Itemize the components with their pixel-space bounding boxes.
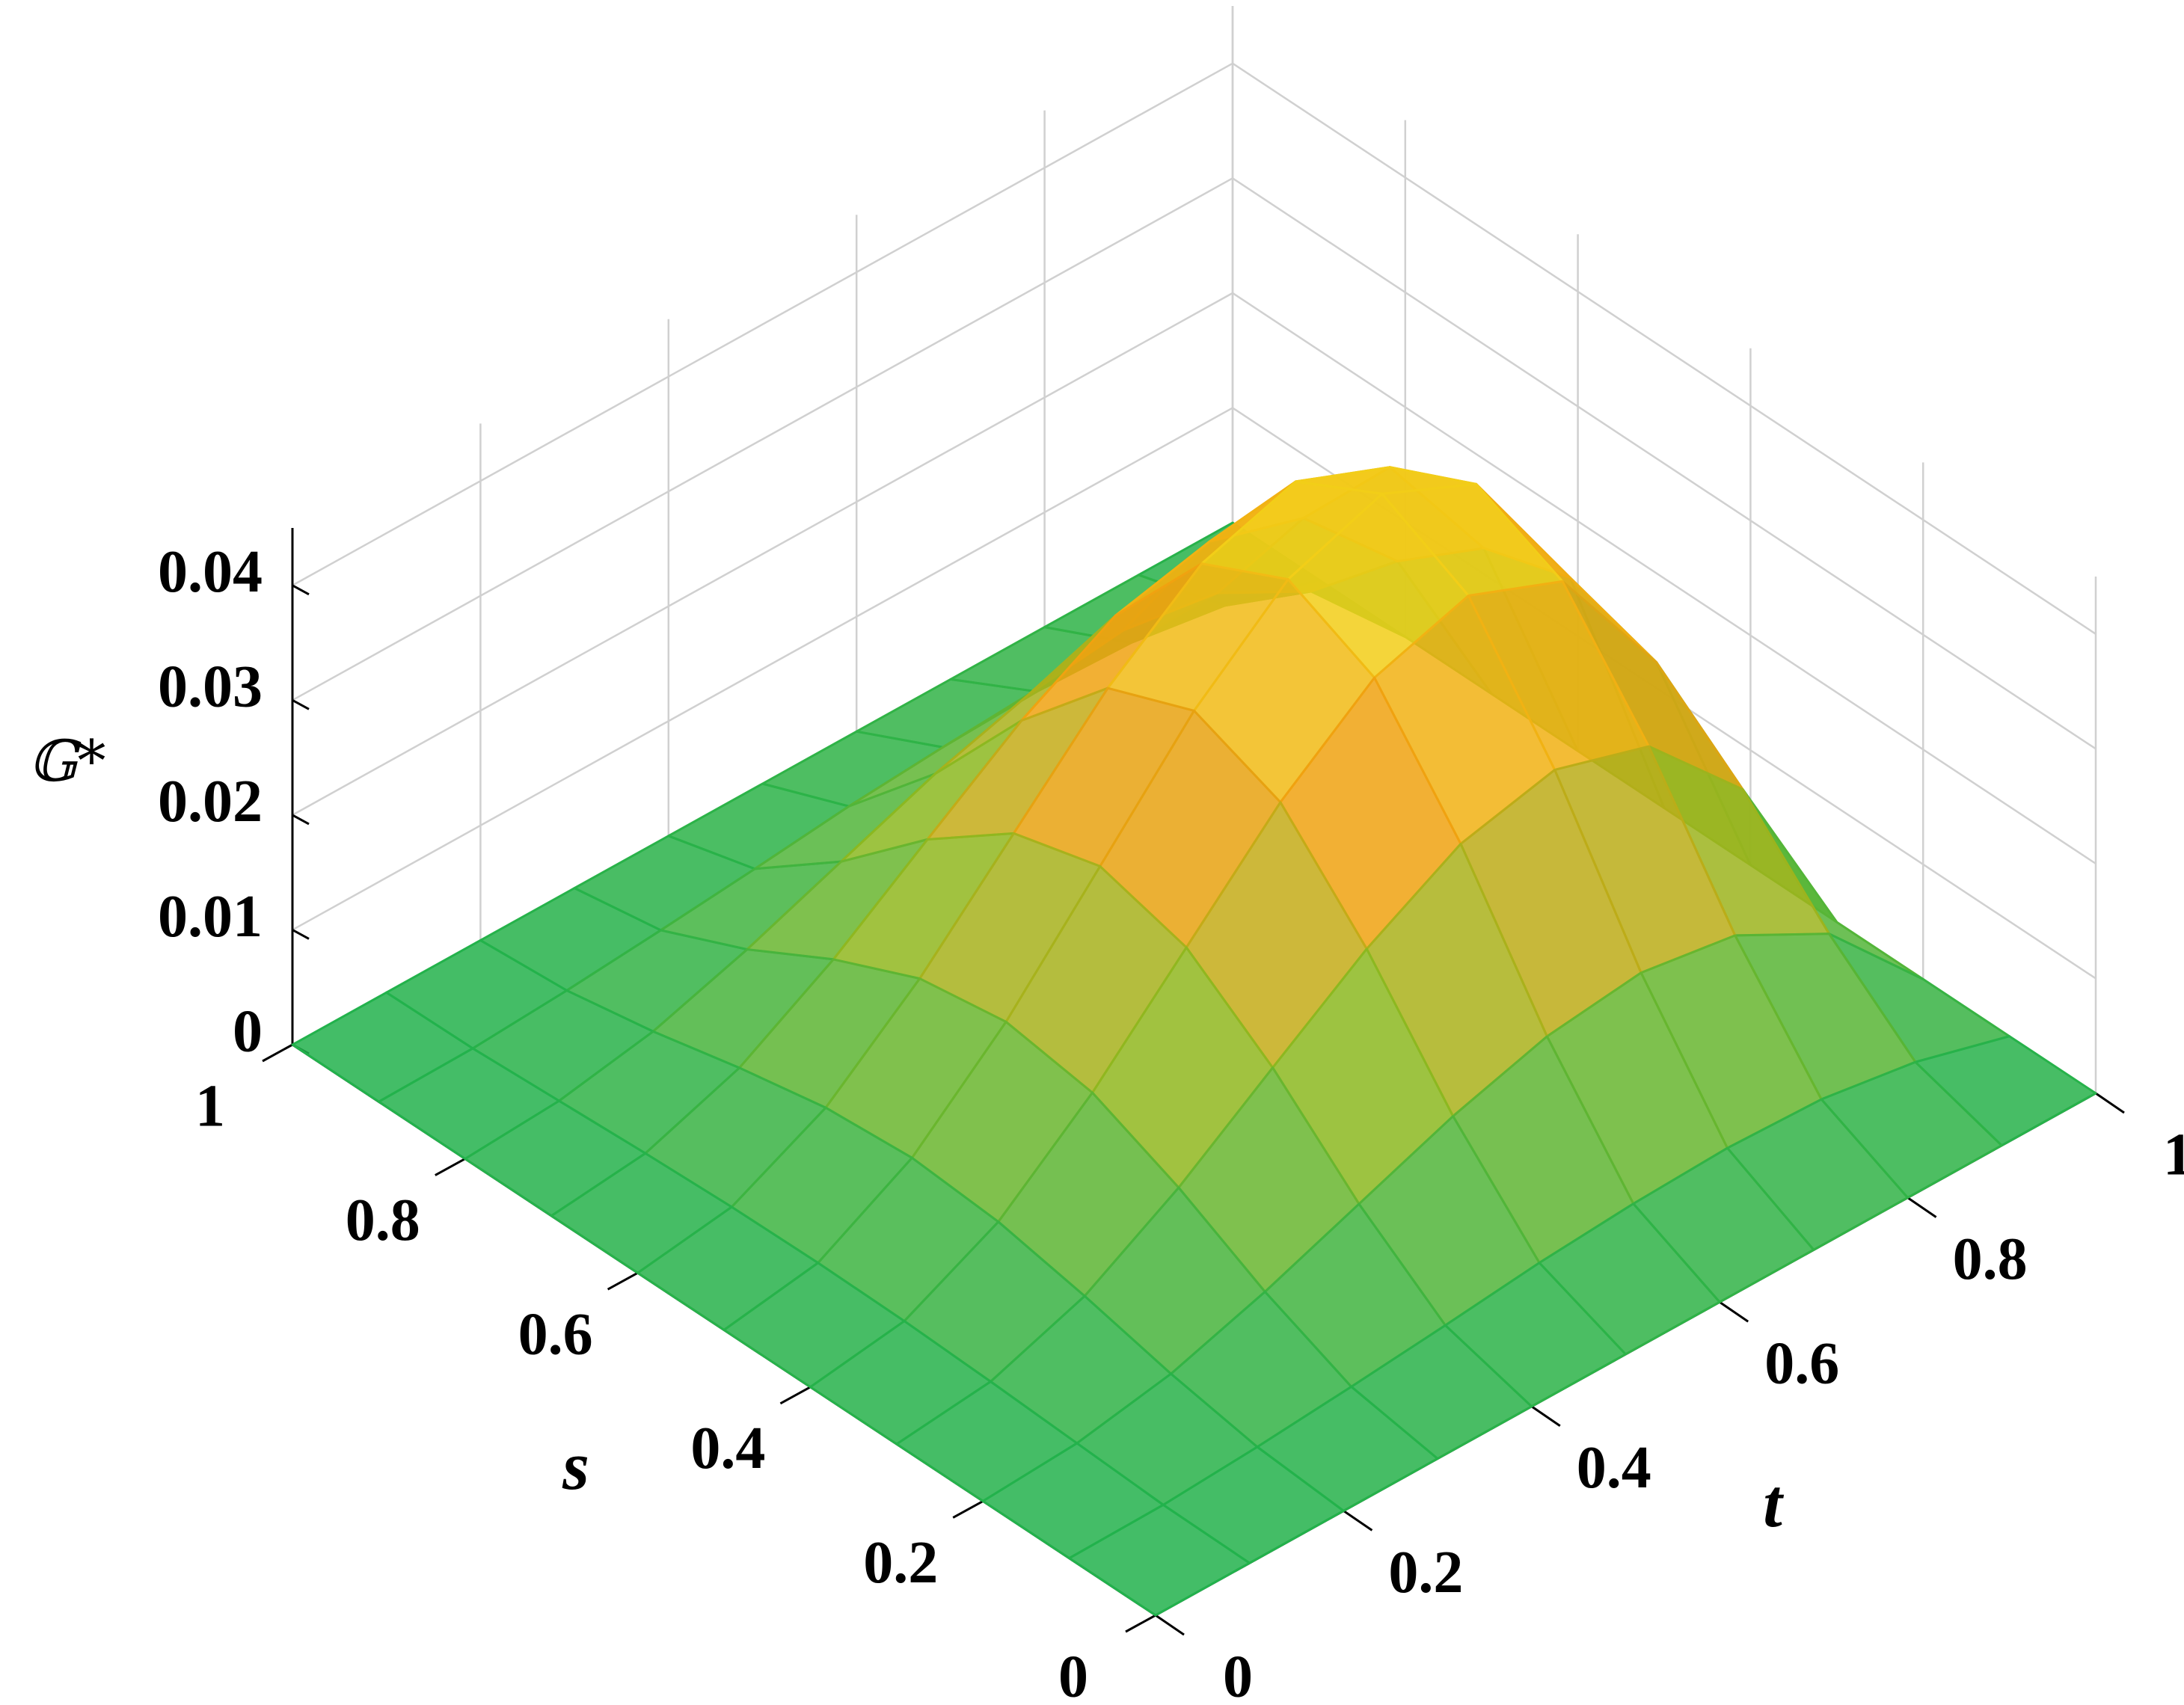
x-tick [1530,1405,1561,1428]
x-tick-label: 0 [1223,1644,1253,1705]
y-tick-label: 1 [195,1073,225,1139]
y-axis-label: s [562,1428,589,1504]
z-tick [292,814,310,826]
y-tick [1125,1614,1156,1633]
x-tick-label: 0.4 [1577,1435,1651,1501]
z-tick [292,699,310,710]
y-tick [779,1386,812,1405]
y-tick-label: 0.6 [518,1302,593,1368]
z-tick-label: 0.02 [158,769,263,835]
y-tick [607,1271,639,1291]
x-tick-label: 1 [2163,1122,2184,1188]
x-tick-label: 0.2 [1388,1540,1463,1606]
surface-cell [1068,1503,1251,1617]
surface [291,466,2097,1617]
y-tick-label: 0.8 [346,1188,420,1253]
y-tick [952,1500,984,1519]
x-tick [1155,1614,1185,1636]
z-tick-label: 0.01 [158,884,263,950]
z-axis-label: 𝔾* [29,728,106,794]
x-axis-label: t [1763,1465,1784,1541]
z-tick-label: 0.04 [158,539,263,605]
z-tick [292,929,310,940]
x-tick-label: 0.6 [1764,1331,1839,1397]
x-tick [1343,1510,1373,1532]
x-tick [1719,1300,1749,1323]
y-tick [262,1043,293,1063]
labels: 00.010.020.030.0400.20.40.60.8100.20.40.… [29,539,2184,1705]
x-tick [2095,1092,2125,1114]
z-tick-label: 0.03 [158,654,263,720]
y-tick-label: 0.4 [690,1416,765,1481]
z-tick-label: 0 [233,998,263,1064]
x-tick [1907,1196,1937,1218]
y-tick [435,1158,466,1176]
z-tick [292,584,310,596]
x-tick-label: 0.8 [1953,1226,2028,1292]
y-tick-label: 0.2 [863,1530,938,1596]
y-tick-label: 0 [1058,1644,1088,1705]
